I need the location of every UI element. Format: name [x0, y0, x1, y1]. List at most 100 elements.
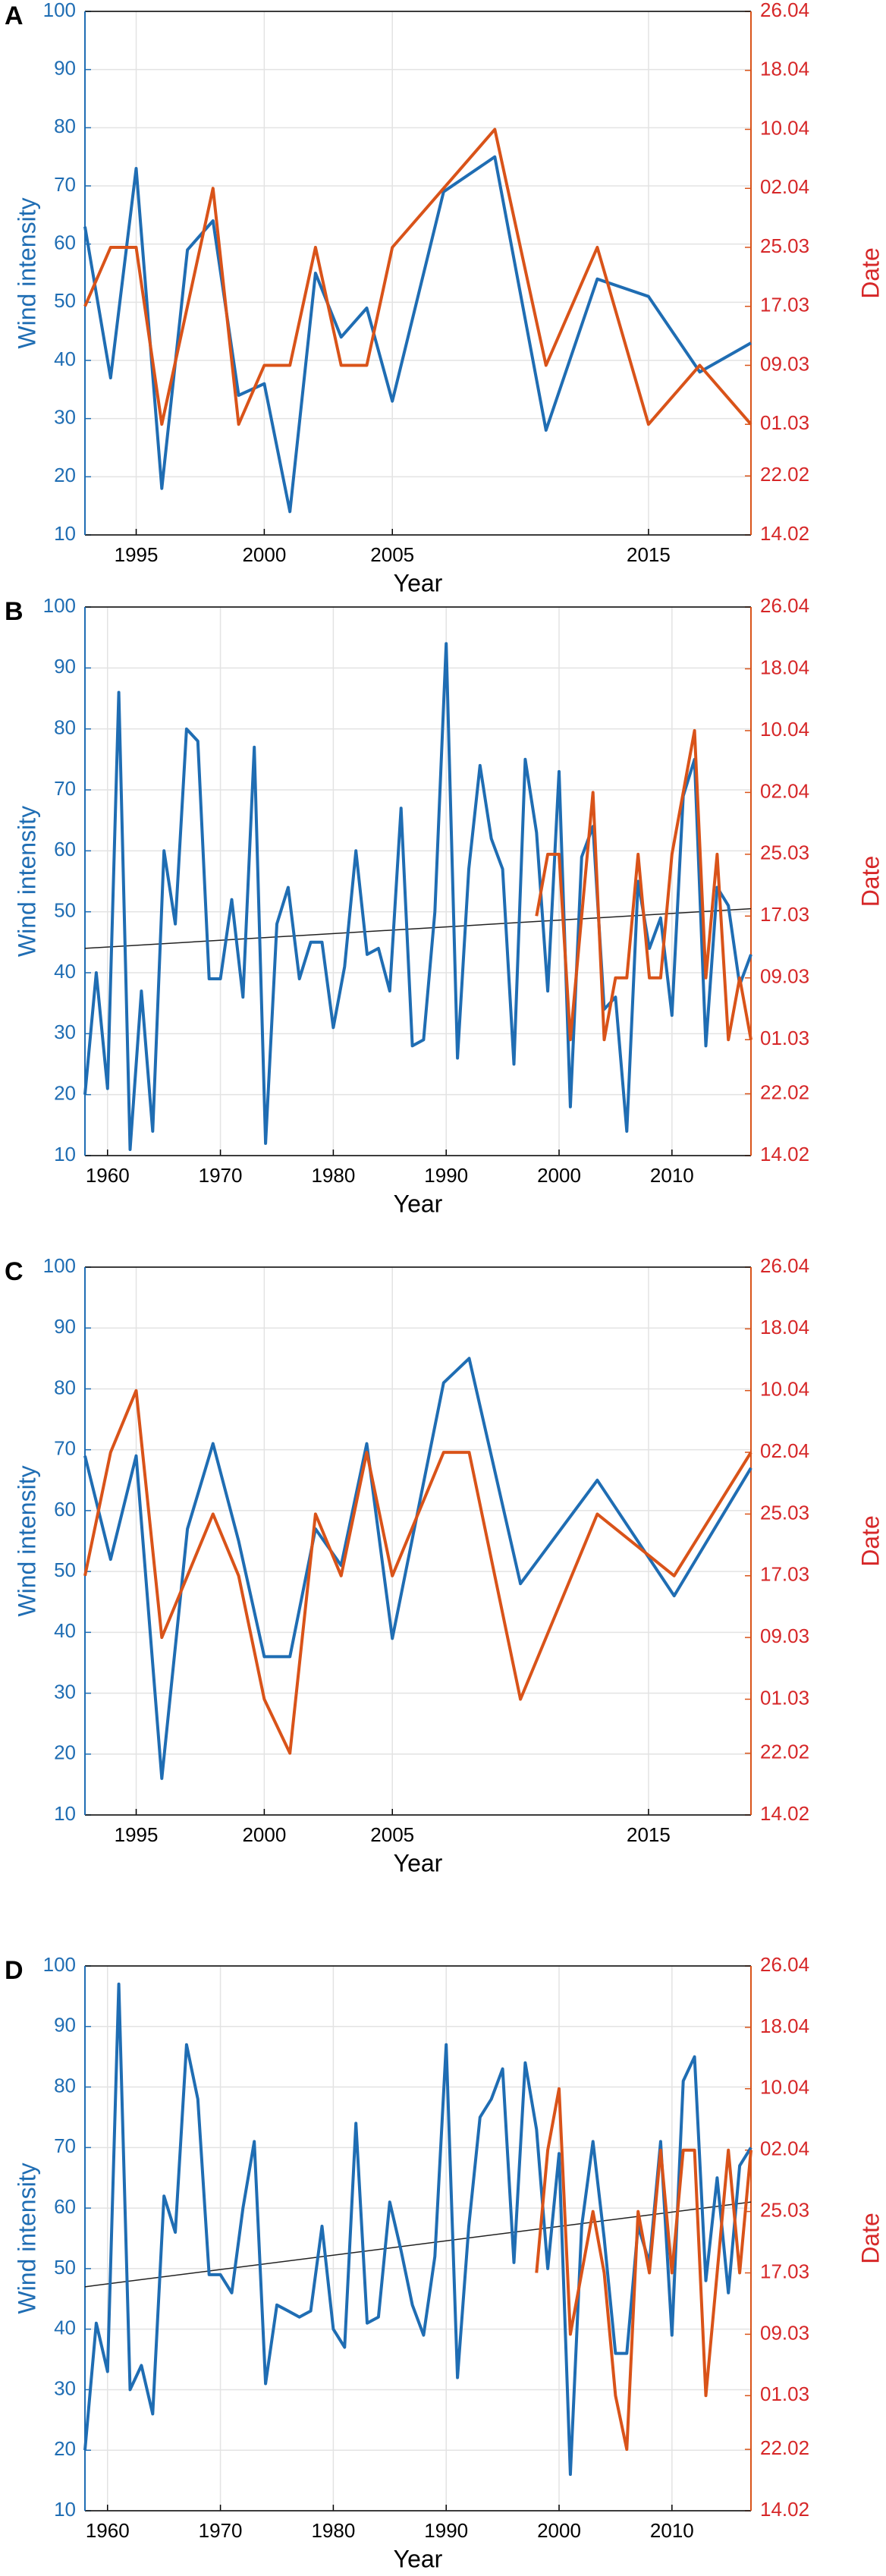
y-tick-label: 50	[54, 2256, 76, 2279]
x-tick-label: 1960	[86, 2519, 130, 2542]
data-line	[83, 1389, 752, 1755]
y2-tick-label: 17.03	[760, 903, 809, 926]
x-tick-label: 2010	[650, 1164, 694, 1187]
y2-axis-label: Date	[856, 2213, 884, 2264]
y2-tick-label: 14.02	[760, 1802, 809, 1825]
y2-tick-label: 17.03	[760, 2260, 809, 2282]
y-tick-label: 70	[54, 777, 76, 800]
y-tick-label: 10	[54, 1802, 76, 1825]
y2-tick-label: 09.03	[760, 965, 809, 988]
y-tick-label: 50	[54, 289, 76, 312]
y-tick-label: 90	[54, 57, 76, 80]
y-tick-label: 80	[54, 115, 76, 137]
y-tick-label: 60	[54, 838, 76, 860]
x-tick-label: 1995	[115, 543, 159, 566]
y2-axis-label: Date	[856, 1515, 884, 1567]
x-tick-label: 1980	[311, 1164, 355, 1187]
panel-label: D	[5, 1956, 24, 1985]
y2-tick-label: 02.04	[760, 779, 809, 802]
y-tick-label: 20	[54, 464, 76, 486]
y-tick-label: 90	[54, 1315, 76, 1338]
y2-tick-label: 10.04	[760, 116, 809, 139]
x-tick-label: 1990	[424, 2519, 468, 2542]
y-tick-label: 30	[54, 1680, 76, 1703]
y2-tick-label: 25.03	[760, 234, 809, 257]
y-tick-label: 20	[54, 1082, 76, 1105]
y-tick-label: 10	[54, 2498, 76, 2521]
y-tick-label: 20	[54, 2437, 76, 2460]
y2-tick-label: 22.02	[760, 2436, 809, 2459]
y-tick-label: 80	[54, 1376, 76, 1398]
panel-label: C	[5, 1257, 24, 1286]
y-tick-label: 20	[54, 1741, 76, 1764]
x-tick-label: 2010	[650, 2519, 694, 2542]
y2-axis-label: Date	[856, 856, 884, 907]
y-axis-label: Wind intensity	[13, 1465, 40, 1616]
y-tick-label: 40	[54, 960, 76, 983]
x-tick-label: 2000	[242, 543, 286, 566]
x-tick-label: 2000	[537, 2519, 581, 2542]
y2-axis-label: Date	[856, 247, 884, 299]
y2-tick-label: 10.04	[760, 2076, 809, 2099]
y2-tick-label: 25.03	[760, 1501, 809, 1524]
trend-line	[84, 907, 752, 949]
y-tick-label: 100	[43, 0, 76, 21]
panel-label: A	[5, 2, 24, 30]
x-tick-label: 2000	[242, 1823, 286, 1846]
y-tick-label: 50	[54, 899, 76, 922]
y-tick-label: 60	[54, 1498, 76, 1521]
y-axis-label: Wind intensity	[13, 2162, 40, 2313]
y-tick-label: 70	[54, 173, 76, 196]
data-line	[83, 1357, 752, 1780]
y-tick-label: 30	[54, 406, 76, 429]
panel-label: B	[5, 597, 24, 626]
y-axis-label: Wind intensity	[13, 806, 40, 957]
y-tick-label: 30	[54, 1021, 76, 1043]
y2-tick-label: 26.04	[760, 594, 809, 617]
data-line	[535, 2087, 752, 2452]
y2-tick-label: 10.04	[760, 718, 809, 741]
y-tick-label: 80	[54, 2074, 76, 2096]
y2-tick-label: 26.04	[760, 0, 809, 21]
y-tick-label: 60	[54, 2195, 76, 2218]
y2-tick-label: 22.02	[760, 1741, 809, 1763]
y2-tick-label: 02.04	[760, 2137, 809, 2160]
x-tick-label: 2005	[370, 543, 414, 566]
y2-tick-label: 01.03	[760, 1686, 809, 1709]
y-tick-label: 50	[54, 1558, 76, 1581]
y2-tick-label: 09.03	[760, 1625, 809, 1647]
y2-tick-label: 01.03	[760, 2383, 809, 2405]
y-tick-label: 80	[54, 716, 76, 739]
y-tick-label: 90	[54, 2014, 76, 2037]
x-axis-label: Year	[394, 1190, 443, 1217]
y-tick-label: 70	[54, 1437, 76, 1460]
y2-tick-label: 10.04	[760, 1378, 809, 1401]
y-tick-label: 30	[54, 2376, 76, 2399]
data-line	[83, 127, 752, 426]
y2-tick-label: 01.03	[760, 411, 809, 434]
y-tick-label: 100	[43, 594, 76, 617]
y-axis-label: Wind intensity	[13, 197, 40, 348]
y2-tick-label: 18.04	[760, 1316, 809, 1338]
y2-tick-label: 02.04	[760, 1439, 809, 1462]
x-tick-label: 2015	[627, 543, 671, 566]
y2-tick-label: 09.03	[760, 352, 809, 375]
x-tick-label: 1995	[115, 1823, 159, 1846]
x-tick-label: 2005	[370, 1823, 414, 1846]
x-tick-label: 1970	[199, 1164, 243, 1187]
y2-tick-label: 18.04	[760, 2015, 809, 2037]
y2-tick-label: 14.02	[760, 1143, 809, 1165]
x-tick-label: 1990	[424, 1164, 468, 1187]
y2-tick-label: 01.03	[760, 1027, 809, 1049]
data-line	[83, 155, 752, 514]
x-axis-label: Year	[394, 2545, 443, 2572]
y-tick-label: 40	[54, 2317, 76, 2339]
data-line	[83, 642, 752, 1151]
y2-tick-label: 17.03	[760, 294, 809, 316]
y2-tick-label: 25.03	[760, 841, 809, 864]
x-tick-label: 2000	[537, 1164, 581, 1187]
y-tick-label: 40	[54, 1619, 76, 1642]
y-tick-label: 90	[54, 655, 76, 678]
y2-tick-label: 18.04	[760, 58, 809, 80]
